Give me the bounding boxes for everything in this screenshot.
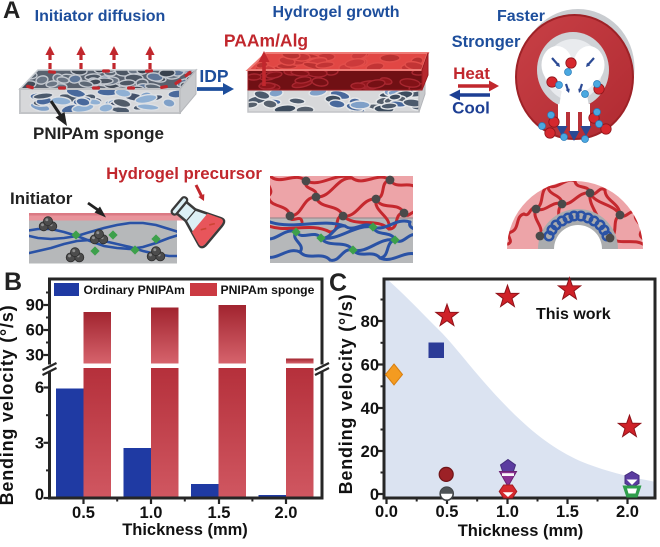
svg-text:PNIPAm sponge: PNIPAm sponge [221, 283, 315, 297]
svg-text:Heat: Heat [453, 64, 490, 83]
svg-text:60: 60 [361, 357, 379, 375]
svg-text:30: 30 [26, 347, 44, 365]
svg-text:B: B [4, 268, 22, 296]
svg-text:IDP: IDP [199, 66, 229, 86]
svg-text:Cool: Cool [452, 99, 490, 118]
svg-text:0.5: 0.5 [72, 504, 95, 522]
svg-text:PAAm/Alg: PAAm/Alg [224, 31, 308, 51]
svg-text:Bending velocity (°/s): Bending velocity (°/s) [336, 294, 356, 495]
svg-text:1.0: 1.0 [140, 504, 163, 522]
svg-text:PNIPAm sponge: PNIPAm sponge [33, 124, 164, 143]
svg-text:3: 3 [35, 435, 44, 453]
svg-text:Initiator: Initiator [10, 189, 73, 208]
svg-text:This work: This work [536, 306, 611, 323]
svg-text:Bending velocity (°/s): Bending velocity (°/s) [0, 305, 17, 506]
svg-text:Thickness (mm): Thickness (mm) [458, 522, 584, 540]
svg-text:0: 0 [35, 486, 44, 504]
svg-text:Hydrogel precursor: Hydrogel precursor [106, 164, 262, 183]
svg-text:Faster: Faster [497, 8, 545, 25]
svg-text:Initiator diffusion: Initiator diffusion [35, 8, 166, 25]
svg-text:90: 90 [26, 297, 44, 315]
svg-text:6: 6 [35, 379, 44, 397]
svg-text:C: C [329, 269, 347, 297]
svg-text:1.5: 1.5 [208, 504, 231, 522]
svg-text:20: 20 [361, 443, 379, 461]
svg-text:40: 40 [361, 400, 379, 418]
svg-text:60: 60 [26, 322, 44, 340]
svg-text:0.5: 0.5 [436, 503, 459, 521]
svg-text:0: 0 [370, 486, 379, 504]
svg-text:80: 80 [361, 313, 379, 331]
svg-text:1.5: 1.5 [556, 503, 579, 521]
svg-text:Stronger: Stronger [452, 33, 521, 51]
svg-text:2.0: 2.0 [275, 504, 298, 522]
svg-text:Thickness (mm): Thickness (mm) [122, 521, 248, 539]
svg-text:2.0: 2.0 [616, 503, 639, 521]
svg-text:A: A [3, 0, 20, 24]
svg-text:Ordinary PNIPAm: Ordinary PNIPAm [84, 283, 186, 297]
svg-text:1.0: 1.0 [496, 503, 519, 521]
svg-text:0.0: 0.0 [375, 503, 398, 521]
svg-text:Hydrogel growth: Hydrogel growth [272, 4, 399, 21]
